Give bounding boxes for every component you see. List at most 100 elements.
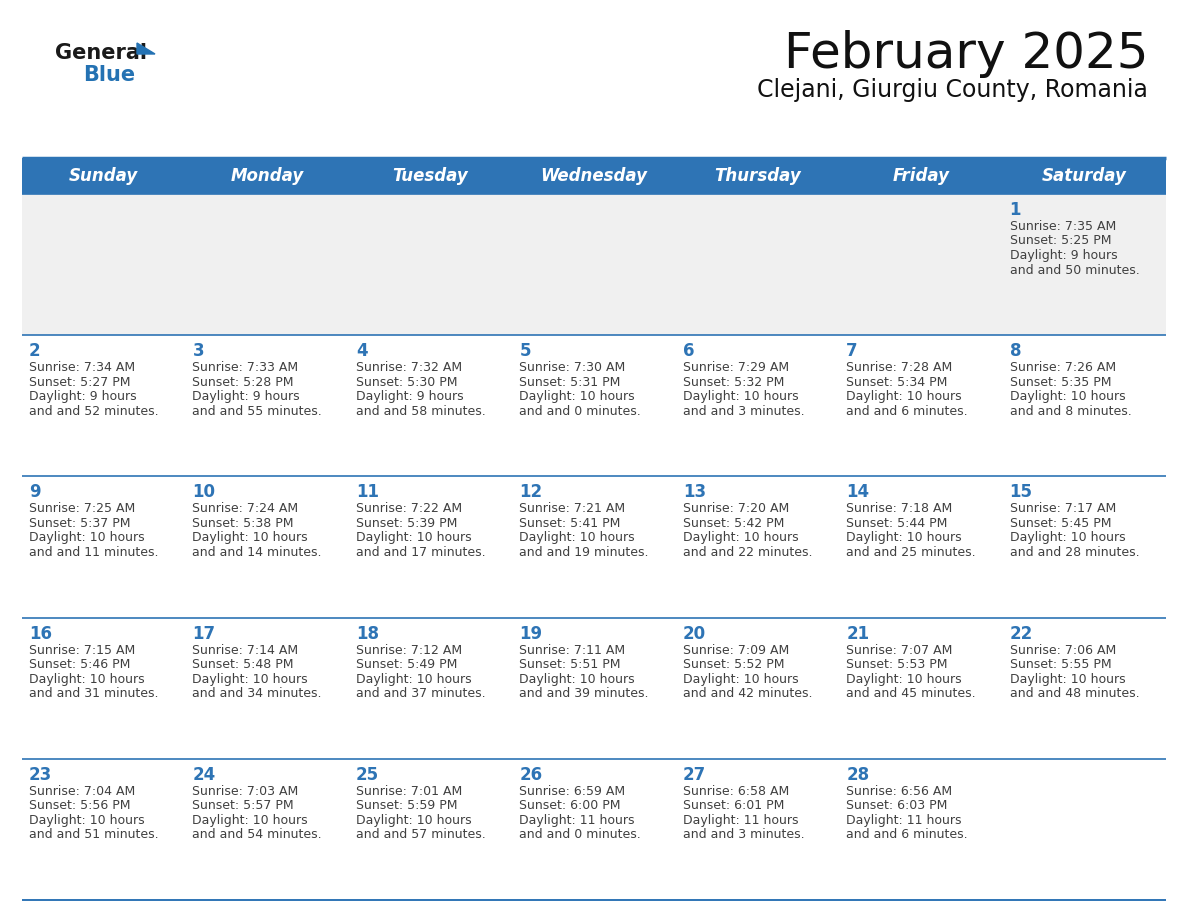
Text: Sunset: 5:31 PM: Sunset: 5:31 PM xyxy=(519,375,620,388)
Bar xyxy=(185,476,349,618)
Text: Daylight: 10 hours: Daylight: 10 hours xyxy=(192,532,308,544)
Bar xyxy=(185,618,349,759)
Text: Daylight: 10 hours: Daylight: 10 hours xyxy=(1010,390,1125,403)
Bar xyxy=(512,194,676,335)
Text: Daylight: 10 hours: Daylight: 10 hours xyxy=(1010,673,1125,686)
Text: Daylight: 10 hours: Daylight: 10 hours xyxy=(192,673,308,686)
Text: Sunrise: 7:28 AM: Sunrise: 7:28 AM xyxy=(846,361,953,375)
Text: Daylight: 11 hours: Daylight: 11 hours xyxy=(683,813,798,827)
Text: February 2025: February 2025 xyxy=(784,30,1148,78)
Text: Daylight: 10 hours: Daylight: 10 hours xyxy=(846,532,962,544)
Text: Daylight: 10 hours: Daylight: 10 hours xyxy=(519,390,634,403)
Text: and and 39 minutes.: and and 39 minutes. xyxy=(519,687,649,700)
Text: and and 22 minutes.: and and 22 minutes. xyxy=(683,546,813,559)
Bar xyxy=(1003,759,1165,900)
Text: Sunrise: 6:59 AM: Sunrise: 6:59 AM xyxy=(519,785,625,798)
Text: Sunrise: 7:30 AM: Sunrise: 7:30 AM xyxy=(519,361,626,375)
Text: 20: 20 xyxy=(683,624,706,643)
Bar xyxy=(1003,476,1165,618)
Bar xyxy=(512,476,676,618)
Text: 4: 4 xyxy=(356,342,367,360)
Text: Sunset: 6:01 PM: Sunset: 6:01 PM xyxy=(683,800,784,812)
Text: and and 48 minutes.: and and 48 minutes. xyxy=(1010,687,1139,700)
Text: Sunset: 5:45 PM: Sunset: 5:45 PM xyxy=(1010,517,1111,530)
Bar xyxy=(512,335,676,476)
Text: 2: 2 xyxy=(29,342,40,360)
Text: and and 37 minutes.: and and 37 minutes. xyxy=(356,687,486,700)
Bar xyxy=(349,759,512,900)
Text: Sunrise: 7:35 AM: Sunrise: 7:35 AM xyxy=(1010,220,1116,233)
Text: Sunset: 5:35 PM: Sunset: 5:35 PM xyxy=(1010,375,1111,388)
Text: and and 45 minutes.: and and 45 minutes. xyxy=(846,687,975,700)
Text: Daylight: 10 hours: Daylight: 10 hours xyxy=(846,390,962,403)
Text: Sunset: 5:55 PM: Sunset: 5:55 PM xyxy=(1010,658,1111,671)
Text: Daylight: 10 hours: Daylight: 10 hours xyxy=(29,532,145,544)
Text: Sunrise: 6:58 AM: Sunrise: 6:58 AM xyxy=(683,785,789,798)
Text: Daylight: 9 hours: Daylight: 9 hours xyxy=(356,390,463,403)
Text: 7: 7 xyxy=(846,342,858,360)
Text: Sunday: Sunday xyxy=(69,167,138,185)
Text: and and 50 minutes.: and and 50 minutes. xyxy=(1010,263,1139,276)
Text: Sunrise: 7:06 AM: Sunrise: 7:06 AM xyxy=(1010,644,1116,656)
Text: and and 58 minutes.: and and 58 minutes. xyxy=(356,405,486,418)
Text: Sunset: 5:30 PM: Sunset: 5:30 PM xyxy=(356,375,457,388)
Bar xyxy=(349,335,512,476)
Text: Daylight: 10 hours: Daylight: 10 hours xyxy=(519,673,634,686)
Text: 15: 15 xyxy=(1010,484,1032,501)
Bar xyxy=(23,335,185,476)
Text: Sunset: 5:34 PM: Sunset: 5:34 PM xyxy=(846,375,948,388)
Text: 17: 17 xyxy=(192,624,215,643)
Text: Sunset: 5:56 PM: Sunset: 5:56 PM xyxy=(29,800,131,812)
Text: Sunrise: 7:25 AM: Sunrise: 7:25 AM xyxy=(29,502,135,515)
Text: Sunset: 5:32 PM: Sunset: 5:32 PM xyxy=(683,375,784,388)
Text: Sunrise: 7:24 AM: Sunrise: 7:24 AM xyxy=(192,502,298,515)
Text: 26: 26 xyxy=(519,766,543,784)
Text: and and 57 minutes.: and and 57 minutes. xyxy=(356,828,486,841)
Bar xyxy=(676,335,839,476)
Text: Wednesday: Wednesday xyxy=(541,167,647,185)
Text: Daylight: 10 hours: Daylight: 10 hours xyxy=(356,813,472,827)
Text: 5: 5 xyxy=(519,342,531,360)
Text: Sunset: 5:59 PM: Sunset: 5:59 PM xyxy=(356,800,457,812)
Text: Sunrise: 7:14 AM: Sunrise: 7:14 AM xyxy=(192,644,298,656)
Text: Thursday: Thursday xyxy=(714,167,801,185)
Text: Sunset: 5:41 PM: Sunset: 5:41 PM xyxy=(519,517,620,530)
Text: Sunrise: 7:21 AM: Sunrise: 7:21 AM xyxy=(519,502,625,515)
Text: and and 51 minutes.: and and 51 minutes. xyxy=(29,828,159,841)
Text: Daylight: 11 hours: Daylight: 11 hours xyxy=(846,813,961,827)
Text: and and 25 minutes.: and and 25 minutes. xyxy=(846,546,975,559)
Bar xyxy=(23,618,185,759)
Text: 25: 25 xyxy=(356,766,379,784)
Text: Clejani, Giurgiu County, Romania: Clejani, Giurgiu County, Romania xyxy=(757,78,1148,102)
Text: Sunset: 6:03 PM: Sunset: 6:03 PM xyxy=(846,800,948,812)
Text: Sunrise: 7:15 AM: Sunrise: 7:15 AM xyxy=(29,644,135,656)
Text: and and 3 minutes.: and and 3 minutes. xyxy=(683,405,804,418)
Text: and and 6 minutes.: and and 6 minutes. xyxy=(846,405,968,418)
Text: and and 6 minutes.: and and 6 minutes. xyxy=(846,828,968,841)
Text: 3: 3 xyxy=(192,342,204,360)
Bar xyxy=(1003,335,1165,476)
Text: Sunset: 5:27 PM: Sunset: 5:27 PM xyxy=(29,375,131,388)
Text: Sunset: 5:48 PM: Sunset: 5:48 PM xyxy=(192,658,293,671)
Text: Sunset: 5:49 PM: Sunset: 5:49 PM xyxy=(356,658,457,671)
Bar xyxy=(185,335,349,476)
Bar xyxy=(185,759,349,900)
Text: and and 42 minutes.: and and 42 minutes. xyxy=(683,687,813,700)
Text: Tuesday: Tuesday xyxy=(393,167,468,185)
Text: Sunrise: 7:12 AM: Sunrise: 7:12 AM xyxy=(356,644,462,656)
Text: Sunrise: 7:11 AM: Sunrise: 7:11 AM xyxy=(519,644,625,656)
Text: Sunrise: 7:09 AM: Sunrise: 7:09 AM xyxy=(683,644,789,656)
Bar xyxy=(1003,618,1165,759)
Bar xyxy=(512,759,676,900)
Text: Sunset: 5:53 PM: Sunset: 5:53 PM xyxy=(846,658,948,671)
Text: 28: 28 xyxy=(846,766,870,784)
Text: Sunrise: 7:17 AM: Sunrise: 7:17 AM xyxy=(1010,502,1116,515)
Text: Sunset: 5:38 PM: Sunset: 5:38 PM xyxy=(192,517,293,530)
Text: Daylight: 10 hours: Daylight: 10 hours xyxy=(1010,532,1125,544)
Text: and and 3 minutes.: and and 3 minutes. xyxy=(683,828,804,841)
Text: Sunset: 5:46 PM: Sunset: 5:46 PM xyxy=(29,658,131,671)
Text: General: General xyxy=(55,43,147,63)
Bar xyxy=(839,759,1003,900)
Text: 24: 24 xyxy=(192,766,216,784)
Text: 22: 22 xyxy=(1010,624,1032,643)
